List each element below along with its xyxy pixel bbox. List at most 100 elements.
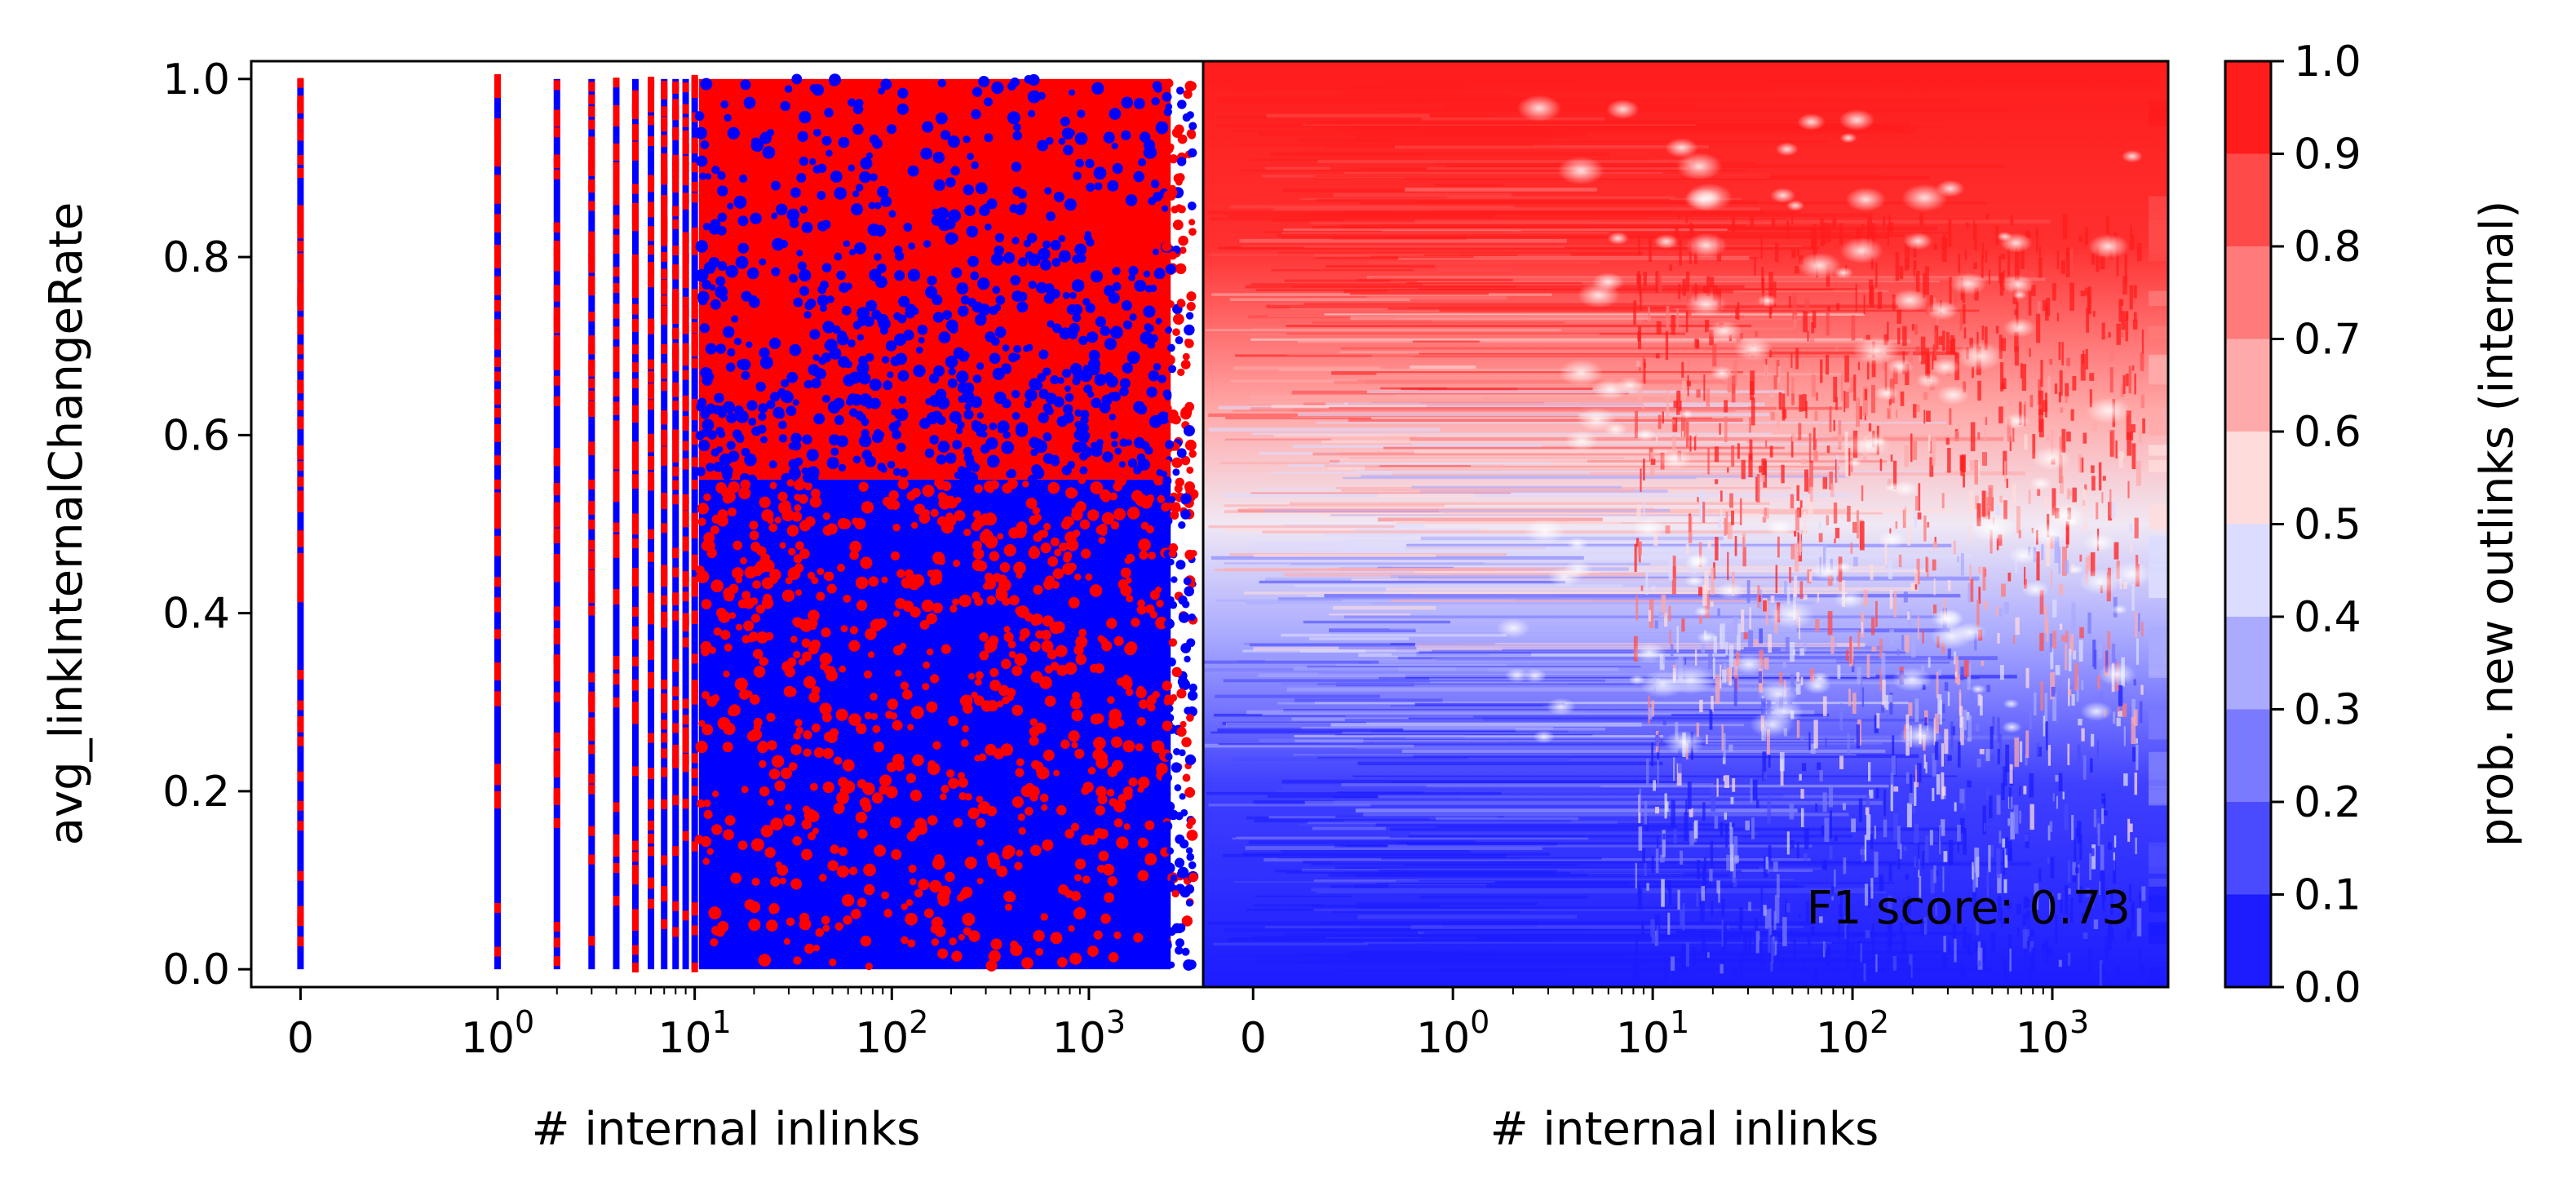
point-column-red [588,784,595,795]
heatmap-speckle [2015,560,2017,573]
scatter-point [1014,653,1027,666]
heatmap-speckle [2082,350,2085,364]
heatmap-speckle [2049,358,2053,365]
scatter-point [842,759,855,772]
scatter-point [827,860,839,871]
point-column-red [672,480,679,490]
scatter-point [961,886,973,898]
scatter-point [1171,889,1180,898]
scatter-point [737,840,748,851]
heatmap-speckle [1768,755,1771,768]
point-column-red [588,161,595,171]
heatmap-speckle [2108,332,2111,338]
scatter-point [709,284,716,291]
heatmap-speckle [2055,914,2058,944]
scatter-point [697,517,706,526]
scatter-point [1023,345,1030,352]
heatmap-speckle [1972,889,1977,910]
scatter-point [1082,365,1091,374]
point-column-red [297,906,304,916]
scatter-point [1186,301,1196,312]
heatmap-speckle [1866,653,1870,678]
point-column-red [613,361,620,372]
heatmap-speckle [1932,541,1937,549]
heatmap-speckle [1770,596,1775,603]
point-column-red [672,444,679,454]
heatmap-streak [1340,347,1974,350]
scatter-point [952,560,961,568]
heatmap-speckle [1731,383,1736,394]
heatmap-speckle [1947,580,1951,591]
dense-blue-region [698,479,1171,970]
heatmap-speckle [2136,638,2140,665]
scatter-point [971,161,979,170]
heatmap-speckle [1856,510,1859,539]
point-column-red [661,279,668,290]
point-column-red [588,441,595,452]
heatmap-speckle [1835,343,1839,352]
heatmap-speckle [1851,943,1855,956]
scatter-point [945,355,958,369]
heatmap-speckle [2101,887,2105,911]
heatmap-speckle [1974,847,1980,873]
heatmap-streak [1340,140,1829,143]
scatter-point [1057,377,1064,384]
heatmap-speckle [1934,741,1939,760]
heatmap-speckle [1726,854,1732,871]
heatmap-speckle [1675,722,1679,740]
heatmap-speckle [1782,916,1787,946]
heatmap-speckle [1673,829,1677,844]
scatter-point [865,628,877,640]
heatmap-blob [1839,237,1883,264]
heatmap-speckle [2012,427,2015,442]
scatter-point [1170,874,1178,882]
scatter-point [1126,595,1134,603]
heatmap-speckle [1712,657,1715,680]
heatmap-edge-cell [2149,196,2168,224]
heatmap-speckle [1948,839,1954,866]
heatmap-speckle [1848,387,1852,393]
scatter-point [986,596,996,605]
scatter-point [829,347,842,360]
heatmap-speckle [1839,755,1843,769]
heatmap-speckle [1888,919,1893,947]
scatter-point [1175,263,1187,275]
point-column-red [588,672,595,683]
heatmap-speckle [1735,308,1738,320]
heatmap-blob [2065,516,2080,526]
scatter-point [799,205,808,214]
scatter-point [917,325,928,335]
heatmap-streak [1264,659,1837,663]
heatmap-speckle [1754,639,1759,646]
heatmap-speckle [2007,902,2012,910]
heatmap-speckle [1705,590,1710,618]
point-column-red [553,517,560,528]
scatter-point [1165,704,1174,713]
heatmap-speckle [1883,789,1887,817]
heatmap-speckle [1844,392,1849,409]
heatmap-speckle [2059,623,2063,631]
scatter-point [1001,441,1015,454]
heatmap-speckle [1742,547,1746,567]
point-column-red [661,446,668,457]
heatmap-speckle [1870,878,1874,899]
heatmap-speckle [1634,543,1637,573]
scatter-point [849,550,859,560]
point-column-red [672,901,679,911]
scatter-point [920,148,933,160]
heatmap-speckle [1640,585,1644,591]
scatter-point [1125,577,1132,584]
scatter-point [749,530,759,541]
heatmap-speckle [1804,299,1810,314]
point-column-red [691,229,698,240]
heatmap-speckle [1760,888,1763,917]
heatmap-speckle [1713,635,1718,653]
heatmap-speckle [2120,383,2125,397]
point-column-red [691,962,698,972]
heatmap-speckle [1702,802,1706,821]
heatmap-speckle [1697,497,1699,503]
point-column-red [661,116,668,126]
scatter-point [1101,640,1113,652]
heatmap-speckle [1900,391,1905,406]
scatter-point [995,588,1008,601]
